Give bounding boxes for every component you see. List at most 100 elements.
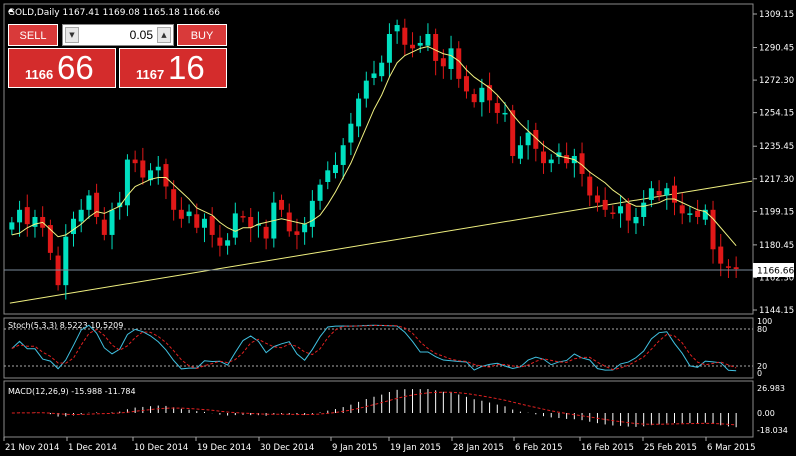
- lot-size-field[interactable]: ▼ 0.05 ▲: [62, 24, 174, 46]
- candle-body: [70, 218, 76, 235]
- candle-body: [302, 224, 308, 233]
- candle-body: [402, 27, 408, 45]
- candle-body: [410, 44, 416, 49]
- candle-body: [633, 216, 639, 224]
- candle-body: [517, 145, 523, 159]
- buy-button[interactable]: BUY: [177, 24, 227, 46]
- candle-body: [695, 210, 701, 217]
- candle-body: [656, 190, 662, 196]
- lot-size-value[interactable]: 0.05: [129, 28, 153, 42]
- sell-price-pips: 66: [57, 49, 94, 86]
- candle-body: [371, 73, 377, 78]
- price-tick-label: 1272.30: [759, 76, 794, 86]
- candle-body: [63, 236, 69, 286]
- symbol-header: GOLD,Daily 1167.41 1169.08 1165.18 1166.…: [8, 8, 220, 18]
- buy-price-pips: 16: [168, 49, 205, 86]
- candle-body: [440, 58, 446, 67]
- macd-axis: 26.983 0.00 -18.034: [757, 384, 788, 435]
- stoch-tick-label: 100: [757, 317, 772, 326]
- buy-quote[interactable]: 1167 16: [119, 48, 227, 88]
- candle-body: [240, 216, 246, 218]
- macd-tick-label: -18.034: [757, 426, 788, 435]
- candle-body: [9, 222, 15, 230]
- candle-body: [725, 266, 731, 268]
- candle-body: [363, 80, 369, 99]
- date-tick-label: 10 Dec 2014: [134, 443, 188, 453]
- candle-body: [232, 213, 238, 238]
- candle-body: [394, 25, 400, 32]
- price-tick-label: 1180.45: [759, 241, 794, 251]
- candle-body: [510, 110, 516, 156]
- current-price-label: 1166.66: [757, 267, 794, 277]
- candle-body: [502, 112, 508, 115]
- candle-body: [317, 184, 323, 201]
- candle-body: [24, 207, 30, 225]
- one-click-trading-panel: SELL ▼ 0.05 ▲ BUY 1166 66 1167 16: [8, 24, 227, 88]
- candle-body: [325, 170, 331, 183]
- candle-body: [155, 166, 161, 171]
- candle-body: [594, 195, 600, 203]
- date-tick-label: 6 Feb 2015: [515, 443, 563, 453]
- candle-body: [548, 159, 554, 164]
- date-tick-label: 16 Feb 2015: [581, 443, 634, 453]
- candle-body: [456, 48, 462, 79]
- candle-body: [340, 145, 346, 165]
- candle-body: [132, 159, 138, 164]
- date-tick-label: 19 Dec 2014: [197, 443, 251, 453]
- candle-body: [417, 42, 423, 46]
- macd-signal-line: [11, 391, 737, 426]
- candle-body: [564, 155, 570, 164]
- lot-increase-icon[interactable]: ▲: [157, 27, 171, 43]
- price-tick-label: 1144.15: [759, 306, 794, 316]
- candle-body: [525, 132, 531, 146]
- candle-body: [433, 34, 439, 61]
- candle-body: [448, 48, 454, 69]
- candle-body: [148, 170, 154, 181]
- sell-price-prefix: 1166: [25, 67, 54, 82]
- sell-button[interactable]: SELL: [8, 24, 58, 46]
- candle-body: [702, 209, 708, 220]
- candle-body: [672, 185, 678, 203]
- candle-body: [217, 237, 223, 246]
- date-tick-label: 30 Dec 2014: [260, 443, 314, 453]
- lot-decrease-icon[interactable]: ▼: [65, 27, 79, 43]
- candle-body: [332, 164, 338, 174]
- candle-body: [471, 94, 477, 103]
- candle-body: [541, 151, 547, 164]
- price-axis: 1309.15 1290.45 1272.30 1254.15 1235.45 1217.…: [753, 10, 794, 316]
- candle-body: [687, 213, 693, 215]
- candle-body: [425, 34, 431, 46]
- price-tick-label: 1199.15: [759, 207, 794, 217]
- macd-frame: [3, 380, 754, 438]
- candle-body: [348, 123, 354, 143]
- date-tick-label: 21 Nov 2014: [5, 443, 59, 453]
- collapse-triangle-icon[interactable]: [8, 8, 14, 12]
- candle-body: [309, 200, 315, 227]
- candle-body: [17, 209, 23, 223]
- moving-average: [11, 46, 737, 247]
- price-tick-label: 1309.15: [759, 10, 794, 20]
- moving-average-line: [11, 46, 737, 247]
- candle-body: [625, 203, 631, 221]
- candle-body: [163, 164, 169, 187]
- date-tick-label: 9 Jan 2015: [332, 443, 378, 453]
- candle-body: [178, 209, 184, 219]
- sell-quote[interactable]: 1166 66: [8, 48, 116, 88]
- date-tick-label: 6 Mar 2015: [707, 443, 755, 453]
- stoch-tick-label: 0: [757, 369, 762, 378]
- date-tick-label: 28 Jan 2015: [453, 443, 504, 453]
- price-tick-label: 1235.45: [759, 142, 794, 152]
- candle-body: [679, 205, 685, 214]
- candle-body: [294, 231, 300, 235]
- candle-body: [487, 85, 493, 101]
- macd-tick-label: 0.00: [757, 409, 775, 418]
- price-tick-label: 1290.45: [759, 44, 794, 54]
- candle-body: [186, 211, 192, 217]
- candle-body: [618, 206, 624, 214]
- candle-body: [78, 209, 84, 222]
- candle-body: [718, 246, 724, 264]
- candle-body: [225, 240, 231, 246]
- candle-body: [248, 216, 254, 228]
